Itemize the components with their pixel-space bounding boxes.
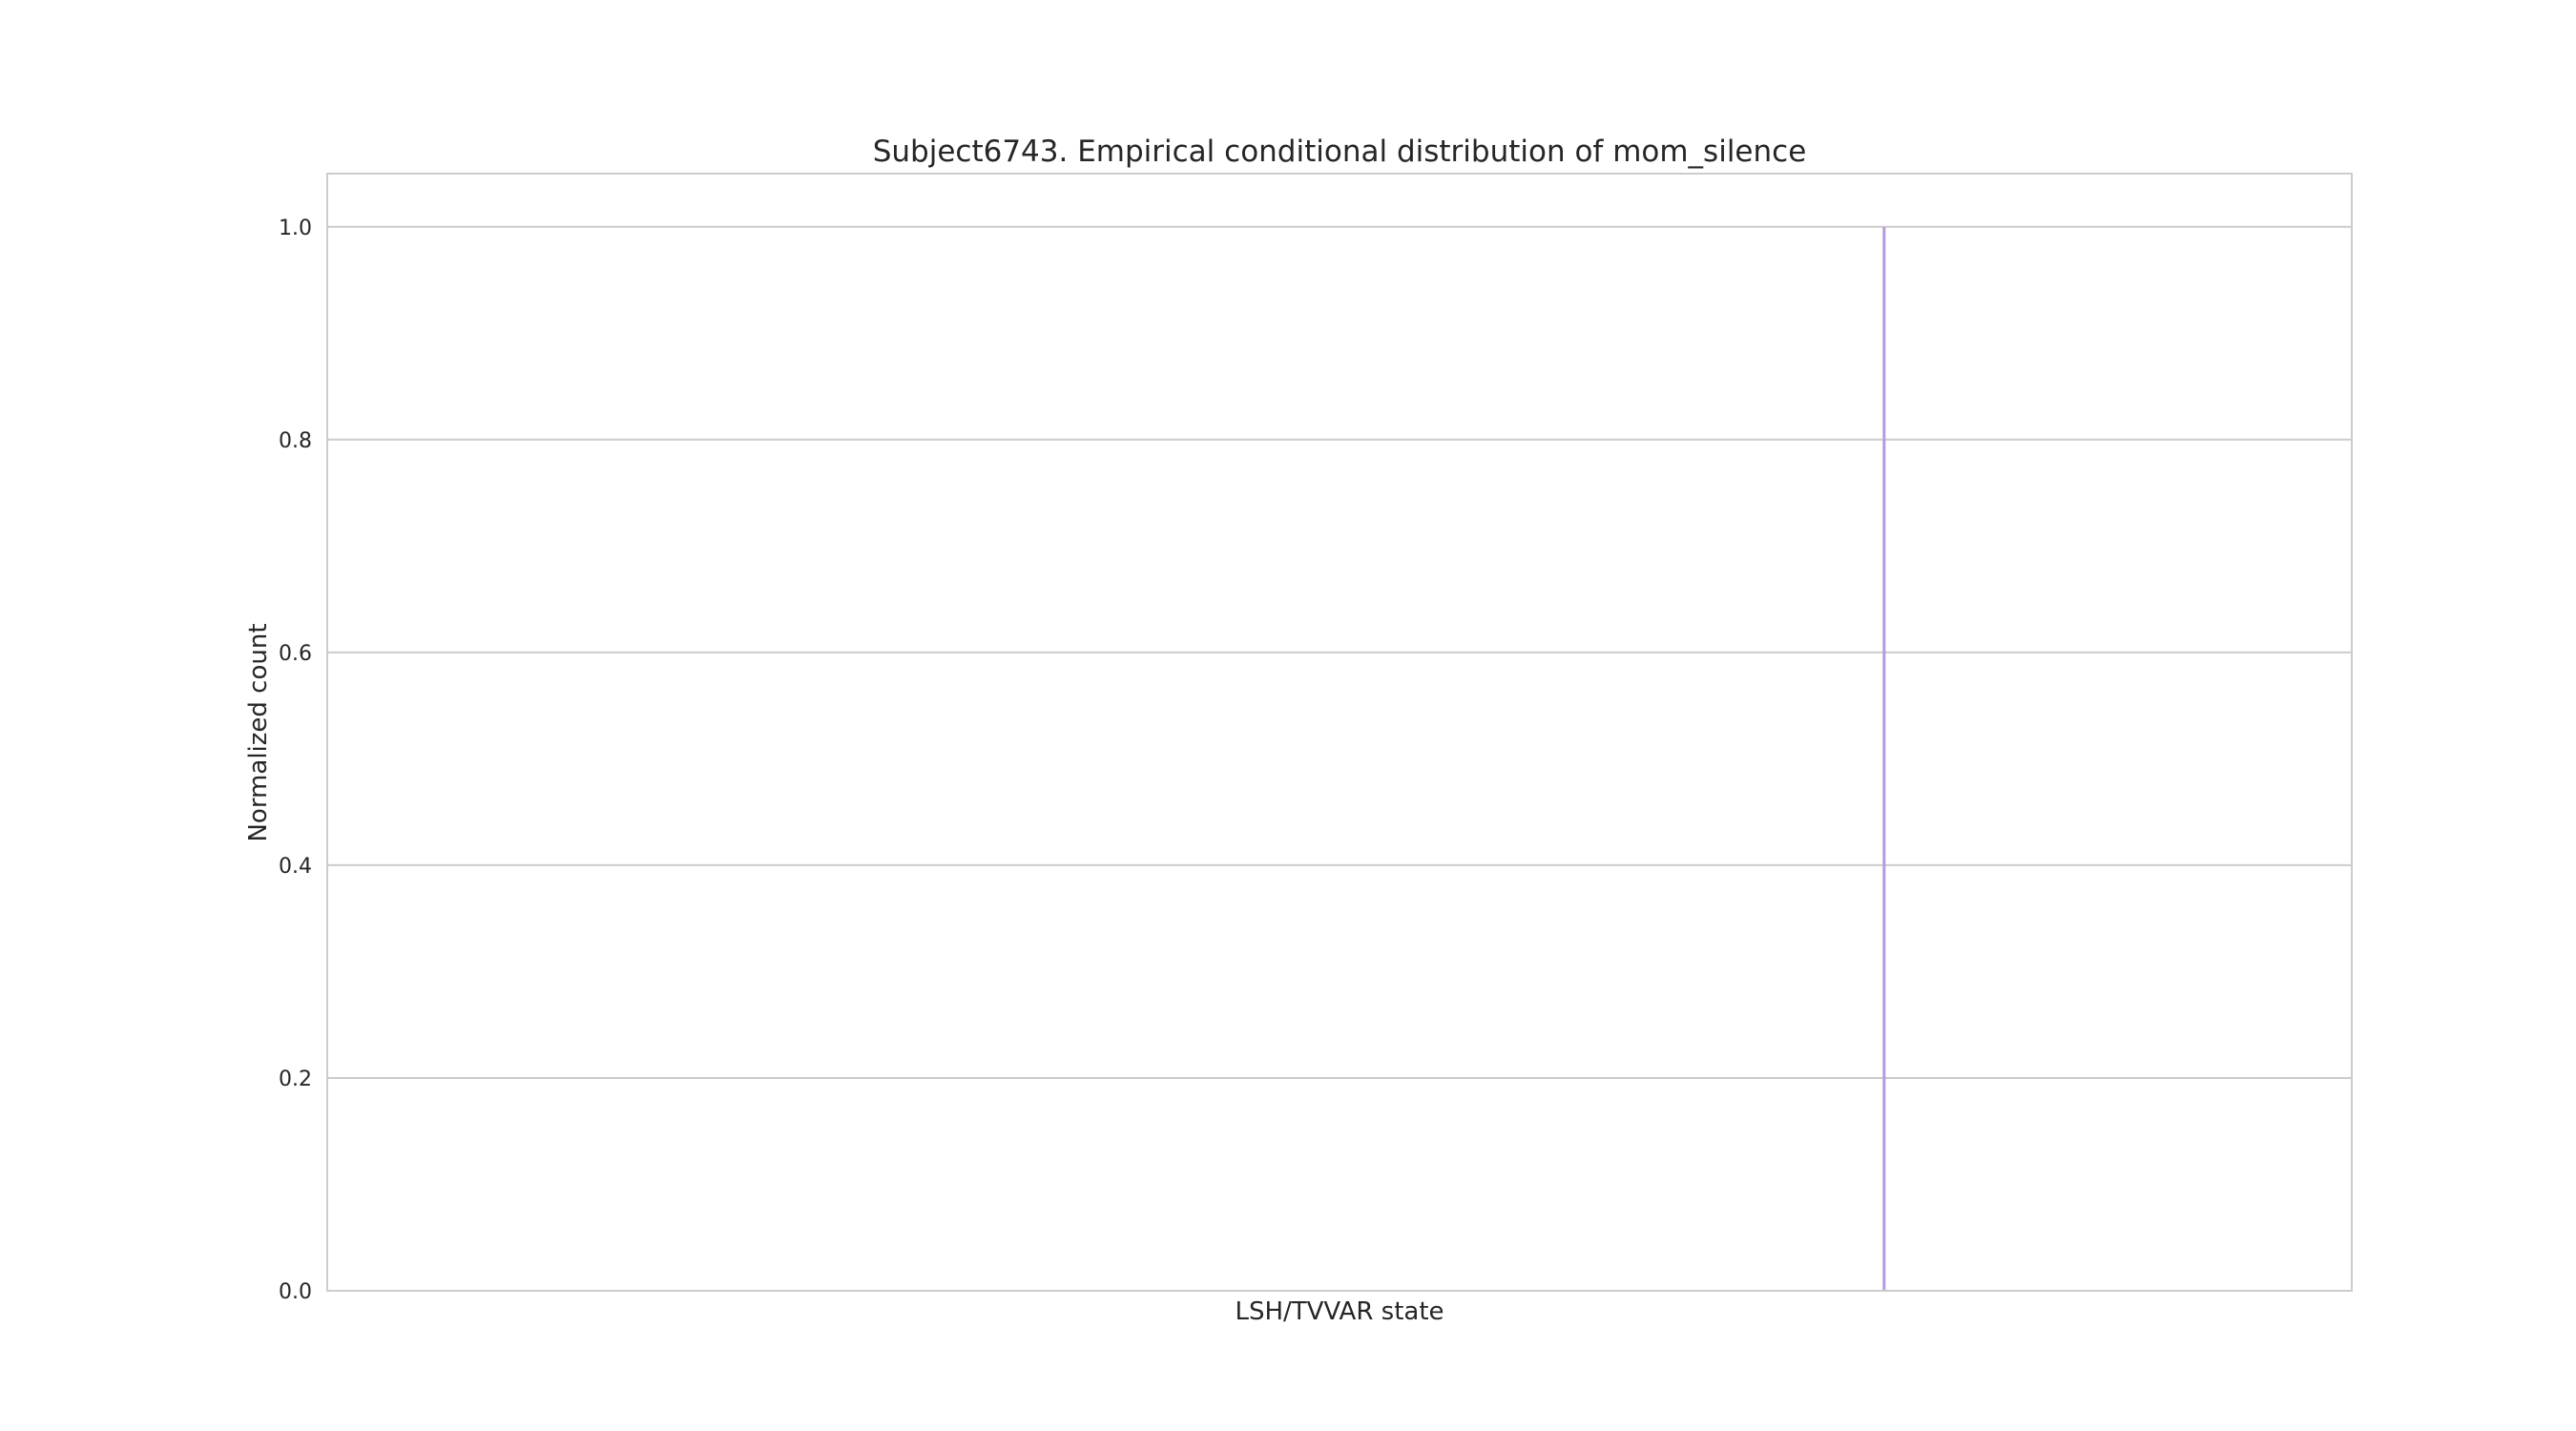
bars [1882, 226, 1886, 1291]
y-tick-label: 0.2 [279, 1068, 312, 1091]
y-tick-label: 1.0 [279, 217, 312, 240]
y-tick-label: 0.4 [279, 855, 312, 879]
y-tick-label: 0.6 [279, 642, 312, 666]
x-axis-label: LSH/TVVAR state [1235, 1297, 1444, 1326]
chart-title: Subject6743. Empirical conditional distr… [873, 135, 1807, 169]
plot-frame [326, 173, 2353, 1292]
y-tick-labels: 0.0 0.2 0.4 0.6 0.8 1.0 [279, 217, 312, 1304]
bar [1882, 226, 1886, 1291]
y-tick-label: 0.0 [279, 1280, 312, 1304]
y-axis-label: Normalized count [244, 623, 273, 841]
y-tick-label: 0.8 [279, 429, 312, 453]
